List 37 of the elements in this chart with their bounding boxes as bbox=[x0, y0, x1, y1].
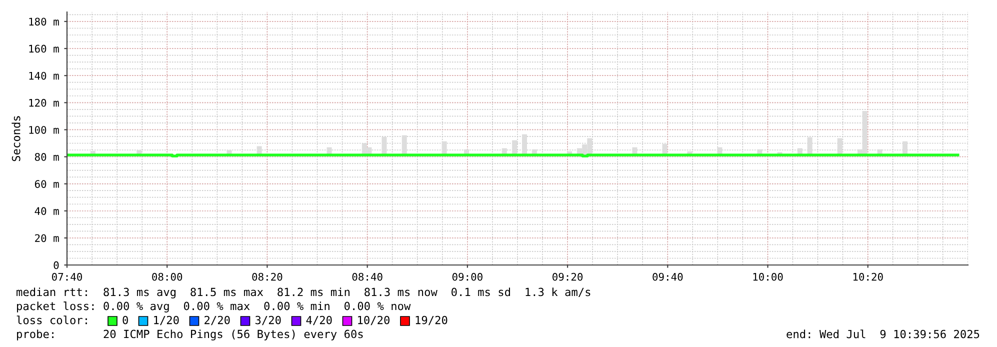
y-tick-label: 160 m bbox=[29, 44, 59, 53]
x-tick-label: 09:20 bbox=[552, 272, 583, 281]
bar bbox=[522, 134, 527, 156]
y-tick-label: 120 m bbox=[29, 98, 59, 107]
x-tick-label: 08:00 bbox=[152, 272, 182, 281]
text: median rtt: 81.3 ms avg 81.5 ms max 81.2 ms min 81.3 ms now 0.1 ms sd 1.3 k am/s bbox=[16, 288, 590, 298]
text: packet loss: 0.00 % avg 0.00 % max 0.00 % min 0.00 % now bbox=[17, 302, 411, 312]
x-tick-label: 07:40 bbox=[52, 272, 82, 281]
x-tick-label: 09:40 bbox=[652, 272, 683, 281]
legend-label: 3/20 bbox=[255, 316, 281, 326]
y-tick-label: 140 m bbox=[29, 72, 59, 80]
x-tick-label: 08:40 bbox=[352, 272, 382, 281]
y-axis-title: Seconds bbox=[12, 116, 20, 162]
legend-label: 10/20 bbox=[358, 316, 390, 326]
bar bbox=[402, 135, 407, 156]
y-tick-label: 180 m bbox=[29, 18, 59, 26]
legend-label: 0 bbox=[122, 316, 128, 324]
bar bbox=[382, 137, 387, 156]
legend-label: 1/20 bbox=[154, 316, 179, 326]
x-tick-label: 10:20 bbox=[853, 272, 883, 281]
bar bbox=[807, 137, 812, 156]
legend-label: 2/20 bbox=[204, 316, 230, 326]
x-tick-label: 08:20 bbox=[252, 272, 282, 281]
x-tick-label: 09:00 bbox=[452, 272, 482, 281]
text: probe: 20 ICMP Echo Pings (56 Bytes) every 60s bbox=[17, 330, 363, 340]
y-tick-label: 0 bbox=[54, 261, 59, 270]
y-tick-label: 100 m bbox=[29, 126, 59, 134]
y-tick-label: 80 m bbox=[34, 153, 59, 161]
x-tick-label: 10:00 bbox=[753, 272, 783, 281]
y-tick-label: 20 m bbox=[35, 234, 59, 242]
legend-label: 19/20 bbox=[416, 316, 448, 326]
y-tick-label: 40 m bbox=[34, 207, 59, 216]
bar bbox=[837, 138, 842, 156]
text: end: Wed Jul 9 10:39:56 2025 bbox=[786, 330, 980, 338]
text: loss color: bbox=[16, 316, 87, 324]
y-tick-label: 60 m bbox=[34, 180, 59, 188]
legend-label: 4/20 bbox=[306, 316, 332, 326]
